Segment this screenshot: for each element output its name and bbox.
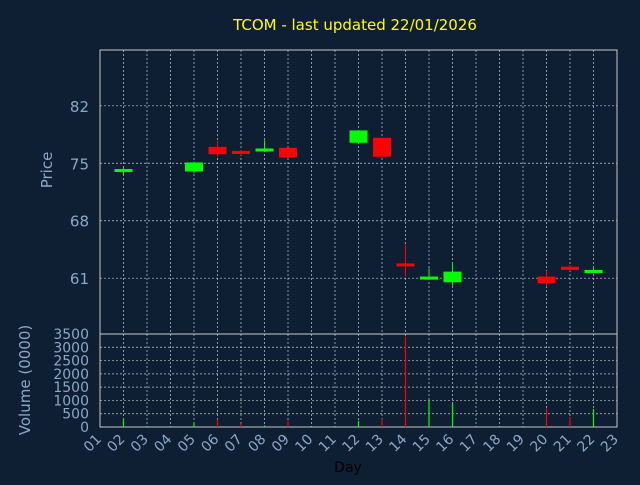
price-tick-label: 68 [70,213,89,231]
x-tick-label: 12 [339,432,363,456]
x-axis: 01 02 03 04 05 06 07 08 09 10 11 12 13 14 15 16 17 18 19 20… [81,431,622,476]
candle-body [396,263,415,267]
price-tick-label: 75 [70,155,89,173]
x-tick-label: 10 [292,432,316,456]
candle-body [537,276,556,284]
x-tick-label: 22 [574,432,598,456]
candle-body [561,266,579,270]
candle-body [420,276,438,280]
volume-tick-label: 3000 [53,340,89,356]
candle-body [373,137,391,157]
x-tick-label: 23 [598,432,622,456]
volume-tick-label: 2000 [53,367,89,383]
volume-tick-label: 1500 [53,380,89,396]
candle-body [443,271,462,283]
x-tick-label: 08 [245,432,269,456]
x-tick-label: 17 [457,432,481,456]
x-tick-label: 06 [198,431,222,455]
candle-body [208,146,227,155]
price-axis-label: Price [38,152,56,189]
volume-tick-label: 3500 [53,327,89,343]
candle-body [232,150,250,154]
x-tick-label: 09 [269,432,293,456]
price-tick-label: 82 [70,98,89,116]
x-tick-label: 05 [175,432,199,456]
volume-tick-label: 0 [80,420,89,436]
candle-body [584,269,603,273]
x-tick-label: 19 [504,432,528,456]
x-tick-label: 15 [410,432,434,456]
volume-axis-label: Volume (0000) [16,325,34,435]
x-tick-label: 13 [363,432,387,456]
x-tick-label: 20 [527,432,551,456]
chart-title: TCOM - last updated 22/01/2026 [232,16,477,34]
volume-tick-label: 2500 [53,354,89,370]
candle-body [185,162,203,172]
x-tick-label: 07 [222,432,246,456]
candle-body [279,147,297,158]
price-panel: 61 68 75 82 Price [38,49,618,335]
x-tick-label: 21 [551,432,575,456]
volume-tick-label: 1000 [53,393,89,409]
candle-body [349,130,368,143]
x-tick-label: 03 [128,432,152,456]
x-tick-label: 11 [316,432,340,456]
x-tick-label: 02 [104,432,128,456]
price-tick-label: 61 [70,270,89,288]
candle-body [114,169,133,173]
volume-tick-label: 500 [62,407,89,423]
x-axis-label: Day [334,460,362,476]
x-tick-label: 18 [480,432,504,456]
x-tick-label: 04 [151,431,175,455]
x-tick-label: 16 [433,431,457,455]
candle-body [255,148,274,152]
x-tick-label: 14 [386,431,410,455]
